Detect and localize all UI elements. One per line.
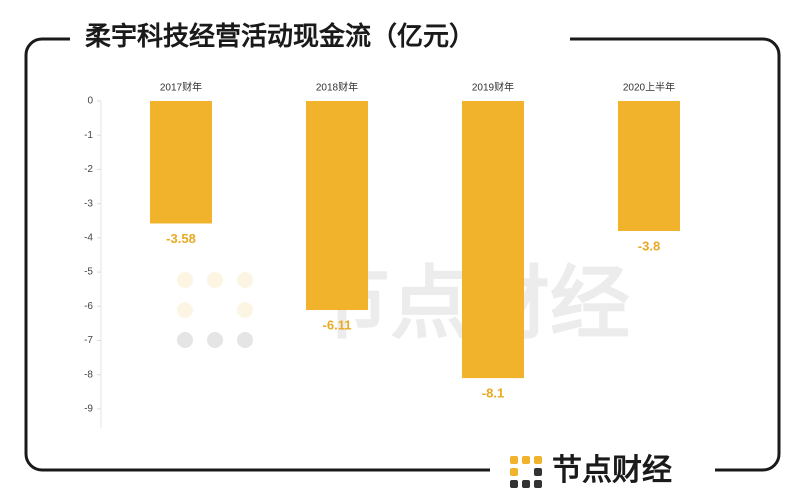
brand: 节点财经 [552,453,672,487]
watermark-icon [177,272,253,348]
title-backdrop [70,20,570,56]
y-tick-label: -5 [84,267,93,278]
x-tick-label: 2017财年 [160,81,202,94]
value-label: -3.8 [638,238,660,253]
brand-icon [510,456,542,488]
x-tick-label: 2019财年 [472,81,514,94]
y-tick-label: -8 [84,369,93,380]
value-label: -8.1 [482,386,504,401]
y-tick-label: -1 [84,130,93,141]
x-tick-label: 2020上半年 [623,81,675,94]
y-tick-label: -9 [84,404,93,415]
value-label: -6.11 [323,317,352,332]
y-tick-label: -6 [84,301,93,312]
chart-title: 柔宇科技经营活动现金流（亿元） [85,21,475,51]
x-tick-label: 2018财年 [316,81,358,94]
y-tick-label: 0 [87,96,93,107]
bar [462,101,524,379]
y-tick-label: -3 [84,198,93,209]
bar [618,101,680,231]
y-tick-label: -2 [84,164,93,175]
bar [150,101,212,224]
y-tick-label: -7 [84,335,93,346]
y-tick-label: -4 [84,232,93,243]
bar [306,101,368,311]
value-label: -3.58 [166,231,196,246]
